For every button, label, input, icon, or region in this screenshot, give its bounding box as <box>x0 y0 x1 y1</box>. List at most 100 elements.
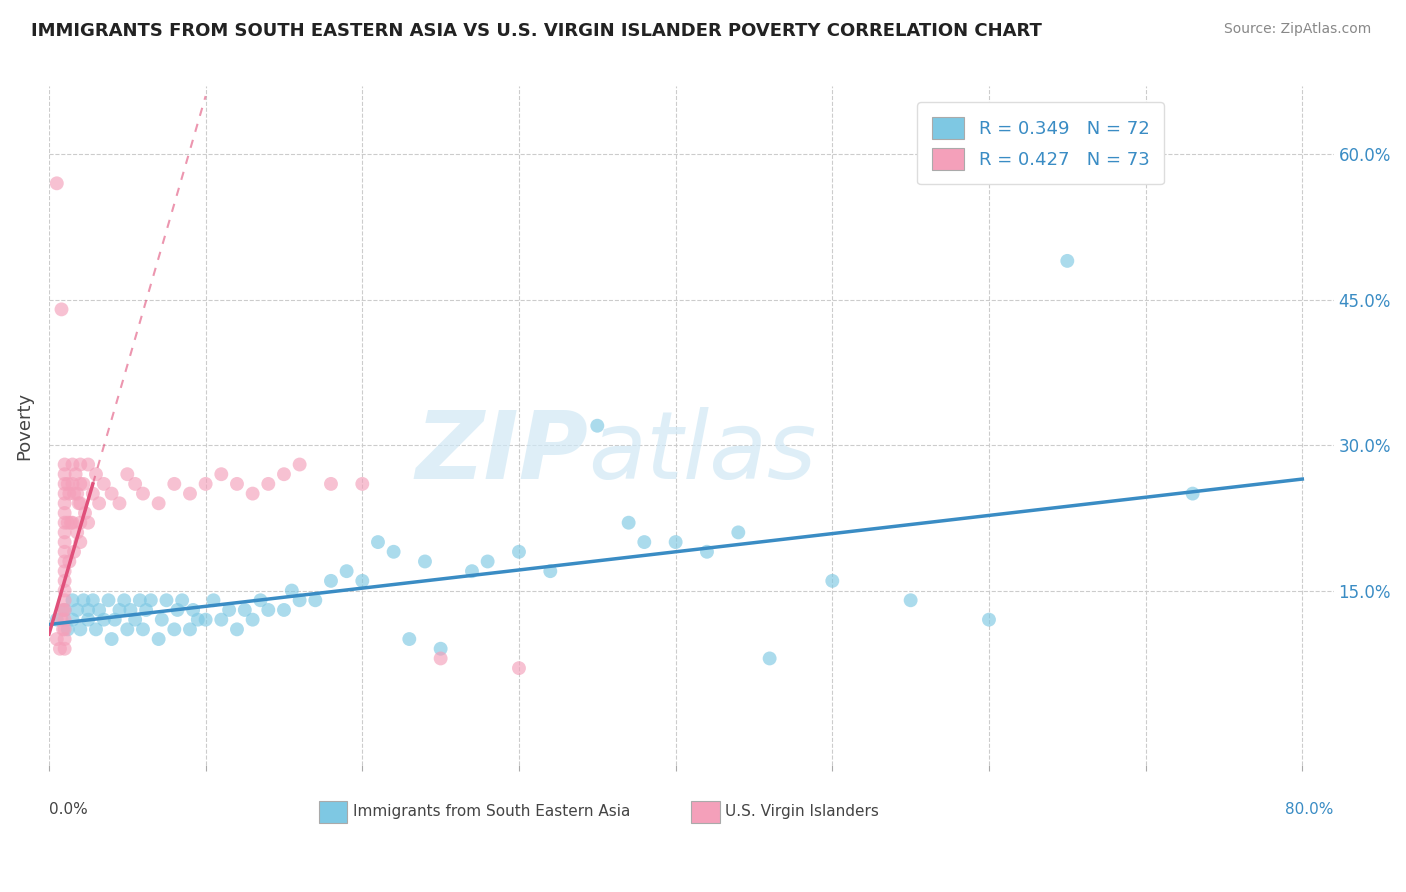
Point <box>53 583 76 598</box>
Point <box>135 603 157 617</box>
Point <box>108 496 131 510</box>
Point <box>1181 486 1204 500</box>
Point <box>45 632 67 646</box>
Point <box>58 554 80 568</box>
Point <box>53 623 76 637</box>
Point <box>209 613 232 627</box>
Point <box>53 496 76 510</box>
Point <box>53 525 76 540</box>
Point <box>382 545 405 559</box>
Point <box>59 516 82 530</box>
Point <box>112 593 135 607</box>
Point <box>52 623 75 637</box>
Point <box>84 467 107 482</box>
Point <box>163 623 186 637</box>
Point <box>319 476 342 491</box>
Point <box>53 516 76 530</box>
Point <box>53 641 76 656</box>
Point <box>367 535 389 549</box>
Point <box>120 603 142 617</box>
Point <box>93 476 115 491</box>
Point <box>150 613 173 627</box>
Point <box>429 651 451 665</box>
Point <box>128 593 150 607</box>
Point <box>93 613 115 627</box>
Point <box>58 486 80 500</box>
Point <box>336 564 359 578</box>
FancyBboxPatch shape <box>692 801 720 822</box>
Point <box>758 651 780 665</box>
Point <box>73 506 96 520</box>
Point <box>124 613 146 627</box>
Legend: R = 0.349   N = 72, R = 0.427   N = 73: R = 0.349 N = 72, R = 0.427 N = 73 <box>918 103 1164 184</box>
Point <box>586 418 609 433</box>
Point <box>53 632 76 646</box>
Point <box>209 467 232 482</box>
Point <box>226 476 249 491</box>
Point <box>727 525 749 540</box>
Point <box>179 486 201 500</box>
Text: Immigrants from South Eastern Asia: Immigrants from South Eastern Asia <box>353 805 631 820</box>
Point <box>53 574 76 588</box>
Point <box>166 603 188 617</box>
Point <box>977 613 1000 627</box>
Point <box>117 467 139 482</box>
Point <box>281 583 304 598</box>
Point <box>226 623 249 637</box>
Point <box>352 476 374 491</box>
Point <box>398 632 420 646</box>
Point <box>477 554 499 568</box>
Point <box>100 632 122 646</box>
Point <box>288 593 311 607</box>
Point <box>53 467 76 482</box>
Point <box>62 476 84 491</box>
Point <box>821 574 844 588</box>
Point <box>194 476 217 491</box>
Point <box>77 613 100 627</box>
Text: ZIP: ZIP <box>416 407 589 499</box>
Point <box>413 554 436 568</box>
Point <box>77 458 100 472</box>
Point <box>132 486 155 500</box>
Point <box>82 486 104 500</box>
Point <box>97 593 120 607</box>
Point <box>53 603 76 617</box>
Point <box>77 603 100 617</box>
Point <box>87 496 110 510</box>
Point <box>104 613 127 627</box>
Point <box>508 661 530 675</box>
Point <box>63 486 86 500</box>
Text: 80.0%: 80.0% <box>1285 803 1334 817</box>
Point <box>53 486 76 500</box>
Point <box>69 535 91 549</box>
Point <box>249 593 271 607</box>
Point <box>1056 253 1078 268</box>
Point <box>53 458 76 472</box>
Text: Source: ZipAtlas.com: Source: ZipAtlas.com <box>1223 22 1371 37</box>
Point <box>45 177 67 191</box>
Point <box>53 564 76 578</box>
Point <box>538 564 561 578</box>
Point <box>49 641 72 656</box>
Point <box>163 476 186 491</box>
Point <box>155 593 177 607</box>
Point <box>257 476 280 491</box>
Point <box>53 545 76 559</box>
Point <box>617 516 640 530</box>
Point <box>218 603 240 617</box>
Point <box>665 535 688 549</box>
Point <box>461 564 484 578</box>
Text: 0.0%: 0.0% <box>49 803 87 817</box>
Point <box>319 574 342 588</box>
Point <box>87 603 110 617</box>
Point <box>900 593 922 607</box>
Point <box>69 476 91 491</box>
Point <box>233 603 256 617</box>
Point <box>56 476 79 491</box>
Point <box>53 613 76 627</box>
Point <box>187 613 209 627</box>
Point <box>53 476 76 491</box>
Point <box>63 545 86 559</box>
Point <box>69 623 91 637</box>
Point <box>181 603 204 617</box>
